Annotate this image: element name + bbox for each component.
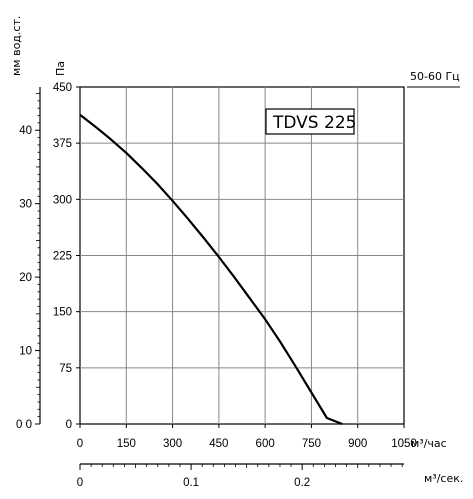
pressure-curve [79,113,343,426]
x-tick-label: 900 [348,438,367,450]
x-tick-label: 1050 [391,438,417,450]
x-tick-label: 750 [302,438,321,450]
y-tick-label: 150 [53,307,72,319]
y-tick-label: 225 [53,251,72,263]
y-left-tick-label: 20 [19,272,32,284]
x2-tick-label: 0.1 [183,477,199,489]
y-left-tick-label: 10 [19,346,32,358]
y-tick-label: 450 [53,82,72,94]
x-tick-label: 450 [209,438,228,450]
y-left-tick-label: 30 [19,199,32,211]
x2-axis-title: м³/сек. [424,472,463,485]
y-tick-label: 0 [66,419,72,431]
frequency-label: 50-60 Гц [410,70,460,83]
y-left-tick-label: 40 [19,125,32,137]
x-tick-label: 150 [117,438,136,450]
y-left-tick-label: 0 0 [16,419,32,431]
x-tick-label: 0 [77,438,83,450]
x-axis-title: м³/час [411,437,447,450]
x2-tick-label: 0 [77,477,83,489]
grid [79,86,405,425]
curve-layer [79,113,343,426]
y-axis-title: Па [54,61,67,76]
y-tick-label: 375 [53,138,72,150]
y-tick-label: 300 [53,194,72,206]
axes: 0 150 300 450 600 750 900 105045037530022515075… [16,82,417,489]
y-left-axis-title: мм вод.ст. [10,16,23,76]
x2-tick-label: 0.2 [294,477,310,489]
x-tick-label: 300 [163,438,182,450]
model-title-box [265,108,355,135]
x-tick-label: 600 [256,438,275,450]
model-title: TDVS 225 [272,113,356,133]
y-tick-label: 75 [59,363,72,375]
